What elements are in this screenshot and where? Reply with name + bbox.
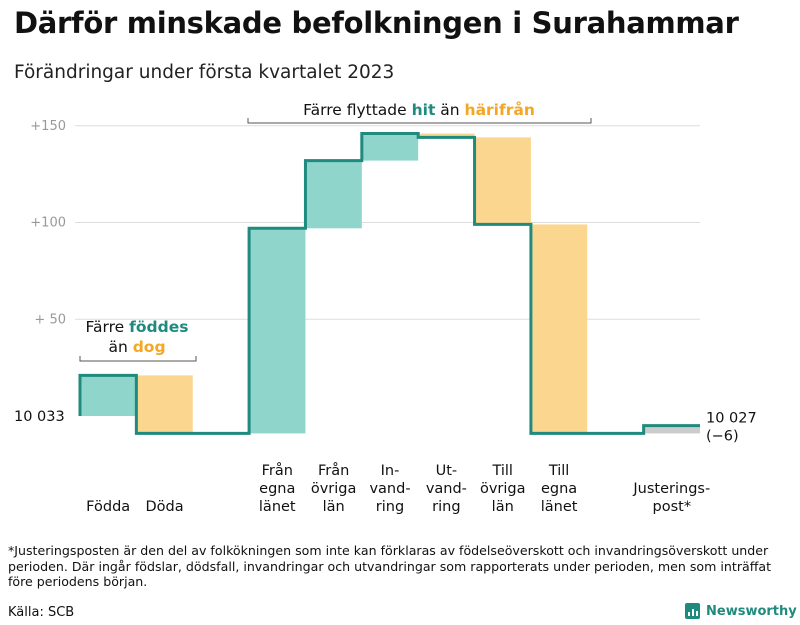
bar-5 <box>361 133 419 161</box>
bar-8 <box>530 224 588 434</box>
category-label-10-1: post* <box>653 499 692 515</box>
source-label: Källa: SCB <box>8 605 75 620</box>
category-label-4-2: län <box>323 499 345 515</box>
newsworthy-logo-icon <box>685 603 700 619</box>
newsworthy-logo-text: Newsworthy <box>706 603 797 619</box>
cumulative-step-line <box>78 131 700 435</box>
category-label-6-1: vand- <box>426 481 467 497</box>
category-label-5-1: vand- <box>369 481 410 497</box>
y-tick-label-1: +100 <box>30 216 66 231</box>
category-label-7-0: Till <box>491 463 513 479</box>
category-label-7-1: övriga <box>480 481 526 497</box>
category-label-5-2: ring <box>376 499 404 515</box>
category-label-3-1: egna <box>259 481 295 497</box>
category-label-1-0: Döda <box>145 499 183 515</box>
category-label-0-0: Födda <box>86 499 130 515</box>
category-label-4-0: Från <box>318 462 349 479</box>
bar-4 <box>305 160 362 229</box>
annotation-left-bracket <box>79 356 197 362</box>
bar-7 <box>474 137 531 225</box>
annotation-right-bracket <box>247 118 592 124</box>
bar-10 <box>643 425 700 434</box>
bar-0 <box>80 375 137 416</box>
category-label-10-0: Justerings- <box>632 481 710 497</box>
bar-6 <box>418 133 475 138</box>
category-label-8-1: egna <box>541 481 577 497</box>
end-change-label: (−6) <box>706 429 739 445</box>
y-tick-label-0: +150 <box>30 119 66 134</box>
bar-1 <box>136 375 193 434</box>
chart-title: Därför minskade befolkningen i Surahamma… <box>14 6 739 40</box>
annotation-right-text: Färre flyttade hit än härifrån <box>303 100 535 119</box>
category-label-5-0: In- <box>381 463 400 479</box>
category-label-3-0: Från <box>262 462 293 479</box>
category-label-7-2: län <box>492 499 514 515</box>
newsworthy-logo: Newsworthy <box>685 603 797 619</box>
category-label-8-2: länet <box>541 499 578 515</box>
end-value-label: 10 027 <box>706 411 757 427</box>
chart-subtitle: Förändringar under första kvartalet 2023 <box>14 62 395 83</box>
waterfall-chart: +150 +100 + 50 Födda Döda Från egna länet Från öv… <box>14 100 757 515</box>
category-label-4-1: övriga <box>311 481 357 497</box>
category-label-6-0: Ut- <box>436 463 458 479</box>
annotation-left-line2: än dog <box>108 338 165 356</box>
baseline-value-label: 10 033 <box>14 409 65 425</box>
category-label-3-2: länet <box>259 499 296 515</box>
bar-3 <box>249 228 306 434</box>
category-label-6-2: ring <box>432 499 460 515</box>
footnote: *Justeringsposten är den del av folkökni… <box>8 543 772 589</box>
annotation-left-line1: Färre föddes <box>86 318 189 336</box>
category-label-8-0: Till <box>548 463 570 479</box>
y-tick-label-2: + 50 <box>34 312 66 327</box>
